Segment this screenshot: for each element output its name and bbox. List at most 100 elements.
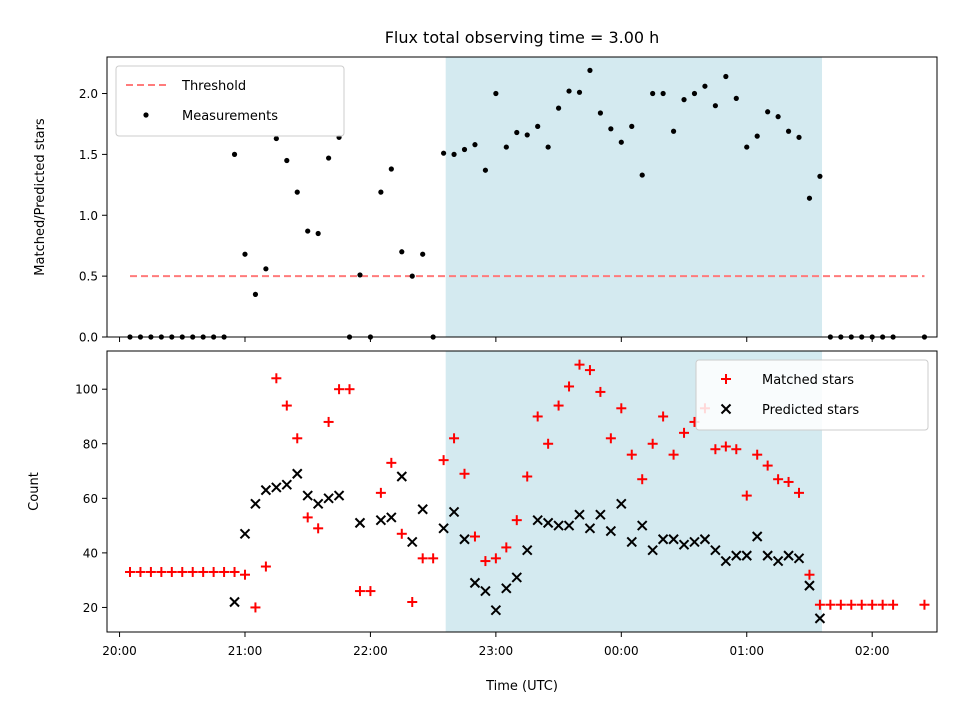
data-point	[668, 534, 679, 545]
data-point	[271, 373, 282, 384]
data-point	[660, 90, 666, 97]
data-point	[440, 150, 447, 156]
data-point	[514, 129, 520, 136]
data-point	[501, 583, 512, 594]
data-point	[919, 599, 930, 610]
data-point	[354, 517, 366, 529]
legend-label: Threshold	[181, 79, 246, 94]
data-point	[637, 520, 648, 531]
data-point	[681, 97, 687, 103]
data-point	[584, 523, 596, 534]
data-point	[438, 523, 449, 534]
data-point	[124, 566, 135, 577]
data-point	[691, 90, 698, 97]
legend-marker	[720, 403, 732, 415]
data-point	[744, 144, 750, 150]
data-point	[396, 471, 407, 482]
data-point	[459, 534, 470, 545]
data-point	[294, 189, 300, 195]
data-point	[626, 536, 637, 548]
data-point	[292, 468, 303, 479]
data-point	[595, 386, 606, 397]
data-point	[208, 566, 219, 577]
data-point	[587, 67, 593, 73]
data-point	[407, 596, 418, 607]
data-point	[658, 411, 669, 422]
data-point	[647, 438, 658, 449]
data-point	[804, 580, 815, 591]
data-point	[292, 433, 303, 444]
data-point	[618, 139, 624, 145]
data-point	[305, 228, 311, 234]
data-point	[438, 455, 449, 466]
data-point	[252, 291, 259, 297]
data-point	[482, 167, 489, 173]
data-point	[239, 528, 251, 539]
data-point	[378, 189, 384, 195]
data-point	[806, 195, 813, 201]
data-point	[417, 553, 428, 564]
data-point	[595, 509, 606, 520]
data-point	[723, 73, 729, 80]
data-point	[187, 566, 198, 577]
series-predicted-stars	[229, 468, 826, 624]
data-point	[260, 561, 271, 572]
data-point	[461, 146, 468, 153]
count-legend: Matched stars Predicted stars	[695, 359, 929, 431]
data-point	[177, 566, 188, 577]
data-point	[765, 109, 771, 115]
data-point	[229, 566, 240, 577]
y-tick-label: 80	[83, 437, 98, 451]
data-point	[670, 128, 677, 134]
data-point	[302, 490, 313, 501]
data-point	[772, 555, 784, 567]
data-point	[751, 531, 763, 542]
data-point	[334, 384, 345, 395]
data-point	[639, 172, 645, 178]
data-point	[396, 528, 407, 539]
data-point	[564, 381, 575, 392]
data-point	[712, 103, 718, 109]
y-tick-label: 1.0	[79, 209, 98, 223]
data-point	[814, 599, 825, 610]
plot-frame	[106, 350, 938, 633]
data-point	[503, 144, 509, 150]
data-point	[281, 479, 293, 490]
data-point	[375, 487, 386, 498]
data-point	[522, 544, 533, 556]
data-point	[344, 384, 355, 395]
x-tick-label: 00:00	[604, 644, 639, 658]
y-tick-label: 40	[83, 546, 98, 560]
data-point	[825, 599, 836, 610]
data-point	[535, 123, 541, 129]
data-point	[511, 515, 522, 526]
data-point	[576, 89, 583, 95]
data-point	[271, 482, 282, 493]
data-point	[773, 474, 784, 485]
data-point	[762, 460, 773, 471]
data-point	[814, 613, 826, 624]
data-point	[817, 173, 823, 179]
data-point	[584, 365, 595, 376]
data-point	[365, 586, 376, 597]
data-point	[616, 403, 627, 414]
data-point	[553, 520, 564, 531]
data-point	[668, 449, 679, 460]
legend-box	[115, 65, 345, 137]
data-point	[472, 142, 478, 148]
data-point	[637, 474, 648, 485]
y-tick-label: 0.5	[79, 270, 98, 284]
data-point	[166, 566, 177, 577]
data-point	[804, 569, 815, 580]
data-point	[315, 230, 321, 237]
x-axis-label: Time (UTC)	[485, 679, 558, 694]
data-point	[597, 110, 604, 116]
data-point	[657, 534, 669, 545]
legend-label: Matched stars	[762, 373, 854, 388]
data-point	[702, 83, 708, 89]
series-matched-stars	[124, 359, 930, 613]
data-point	[783, 550, 794, 561]
ratio-legend: Threshold Measurements	[115, 65, 345, 137]
y-tick-label: 1.5	[79, 148, 98, 162]
data-point	[545, 144, 551, 150]
